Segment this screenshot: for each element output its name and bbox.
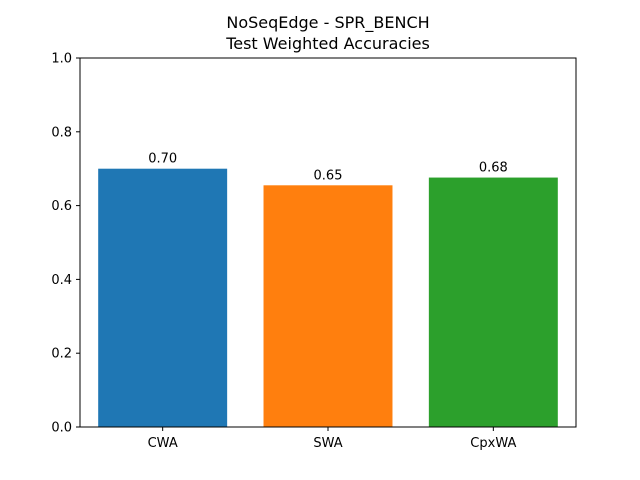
- x-axis: CWA SWA CpxWA: [148, 427, 516, 451]
- bar-cwa: [98, 168, 228, 427]
- y-tick-label: 0.2: [51, 347, 72, 362]
- x-tick-label-cpxwa: CpxWA: [470, 436, 516, 451]
- plot-frame: [79, 57, 577, 428]
- data-labels-group: 0.70 0.65 0.68: [148, 152, 508, 184]
- y-tick-label: 0.0: [51, 421, 72, 436]
- chart-subtitle: Test Weighted Accuracies: [225, 34, 430, 53]
- chart-title: NoSeqEdge - SPR_BENCH: [226, 13, 429, 33]
- y-tick-label: 0.8: [51, 125, 72, 140]
- x-tick-label-swa: SWA: [313, 436, 342, 451]
- bars-group: [98, 168, 558, 427]
- y-axis: 0.0 0.2 0.4 0.6 0.8 1.0: [51, 52, 80, 436]
- bar-swa: [263, 185, 393, 427]
- y-tick-label: 0.6: [51, 199, 72, 214]
- data-label-cwa: 0.70: [148, 152, 177, 167]
- y-tick-label: 1.0: [51, 52, 72, 67]
- y-tick-label: 0.4: [51, 273, 72, 288]
- data-label-swa: 0.65: [314, 168, 343, 183]
- x-tick-label-cwa: CWA: [148, 436, 178, 451]
- data-label-cpxwa: 0.68: [479, 161, 508, 176]
- bar-cpxwa: [428, 177, 558, 427]
